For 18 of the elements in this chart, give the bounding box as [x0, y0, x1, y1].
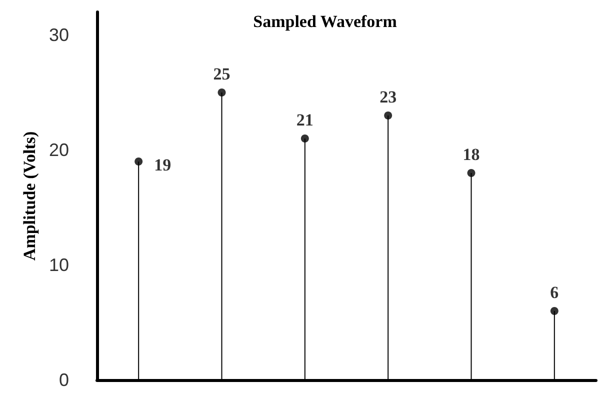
point: [467, 169, 476, 177]
data-label: 6: [550, 283, 559, 302]
point: [550, 307, 558, 315]
y-tick-label: 30: [48, 25, 69, 45]
data-label: 23: [380, 88, 397, 106]
data-label: 18: [462, 145, 480, 164]
y-tick-label: 10: [48, 255, 69, 275]
point: [384, 112, 392, 120]
y-tick-label: 0: [58, 370, 69, 390]
point: [300, 134, 309, 142]
data-label: 25: [213, 64, 230, 84]
data-label: 19: [154, 156, 172, 174]
y-tick-label: 20: [48, 140, 69, 160]
data-label: 21: [296, 110, 314, 130]
point: [134, 158, 143, 166]
point: [218, 88, 226, 96]
chart-title: Sampled Waveform: [253, 12, 397, 31]
y-axis-title: Amplitude (Volts): [20, 131, 40, 261]
